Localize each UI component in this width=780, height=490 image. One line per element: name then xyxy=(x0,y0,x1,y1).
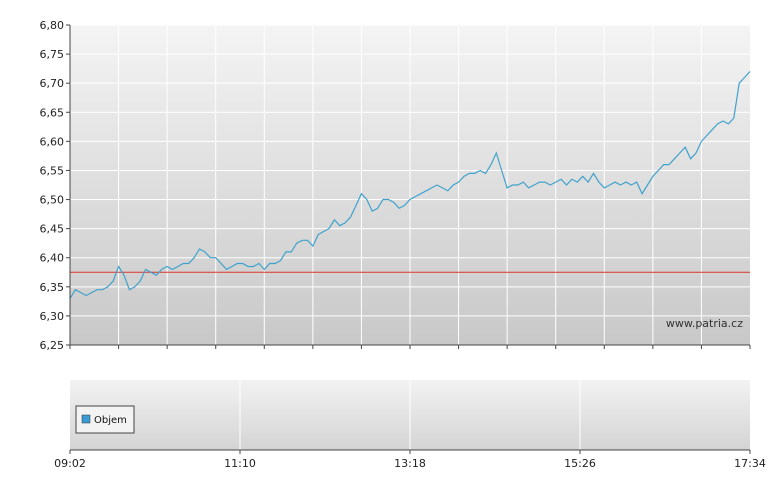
volume-legend: Objem xyxy=(75,405,135,434)
price-series-line xyxy=(69,71,751,299)
y-tick-label: 6,50 xyxy=(40,194,65,207)
y-tick-label: 6,65 xyxy=(40,106,65,119)
y-tick-label: 6,55 xyxy=(40,164,65,177)
volume-grid xyxy=(239,380,581,450)
y-tick-label: 6,75 xyxy=(40,48,65,61)
watermark: www.patria.cz xyxy=(666,317,743,330)
x-tick-label: 15:26 xyxy=(564,457,596,470)
x-tick-label: 17:34 xyxy=(734,457,766,470)
y-tick-label: 6,35 xyxy=(40,281,65,294)
y-tick-label: 6,60 xyxy=(40,135,65,148)
price-grid xyxy=(70,24,750,345)
y-tick-label: 6,40 xyxy=(40,252,65,265)
price-x-axis-ticks xyxy=(69,345,751,349)
y-tick-label: 6,70 xyxy=(40,77,65,90)
volume-panel: Objem xyxy=(69,380,751,454)
x-tick-label: 11:10 xyxy=(224,457,256,470)
y-tick-label: 6,45 xyxy=(40,223,65,236)
legend-swatch xyxy=(81,414,91,424)
legend-label: Objem xyxy=(94,415,127,426)
x-tick-label: 13:18 xyxy=(394,457,426,470)
price-panel: 6,25 6,30 6,35 6,40 6,45 6,50 6,55 6,60 6,65 6,70… xyxy=(40,19,751,352)
y-tick-label: 6,30 xyxy=(40,310,65,323)
y-tick-label: 6,80 xyxy=(40,19,65,32)
x-axis-labels: 09:02 11:10 13:18 15:26 17:34 xyxy=(54,457,766,470)
y-axis-ticks: 6,25 6,30 6,35 6,40 6,45 6,50 6,55 6,60 6,65 6,70… xyxy=(40,19,70,352)
volume-x-axis-ticks xyxy=(69,450,751,454)
x-tick-label: 09:02 xyxy=(54,457,86,470)
y-tick-label: 6,25 xyxy=(40,339,65,352)
